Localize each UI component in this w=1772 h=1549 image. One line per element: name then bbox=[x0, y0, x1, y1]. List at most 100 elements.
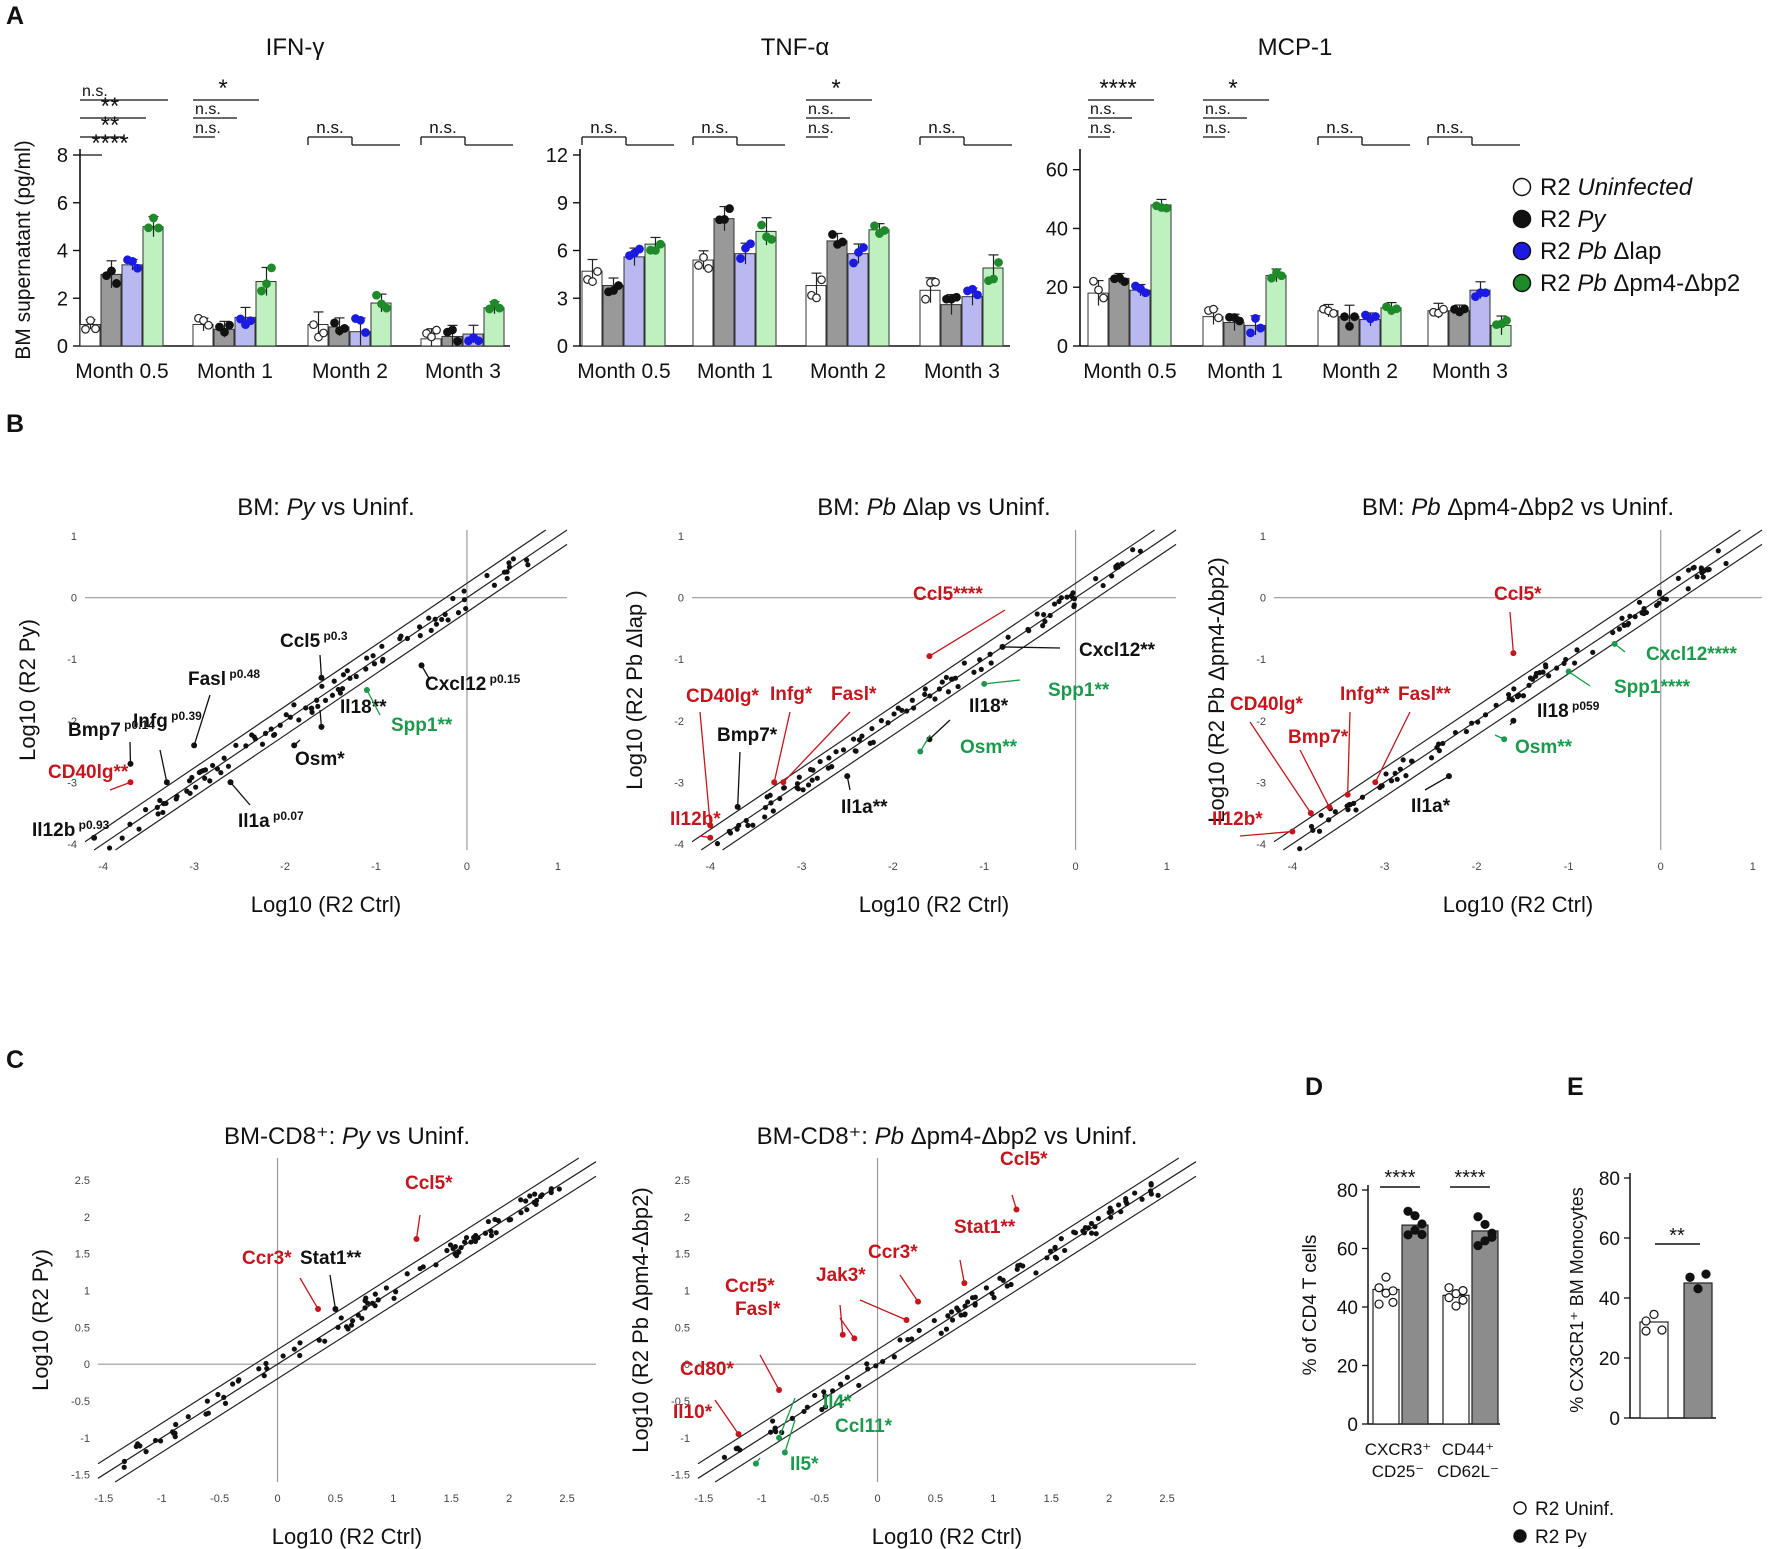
y-axis-label: BM supernatant (pg/ml) bbox=[12, 140, 35, 359]
data-point bbox=[743, 817, 749, 824]
data-point bbox=[1251, 314, 1260, 323]
data-point bbox=[840, 747, 847, 753]
label-arrow bbox=[415, 1214, 421, 1240]
label-arrow bbox=[928, 719, 951, 740]
x-tick-label: -3 bbox=[189, 861, 199, 873]
gene-label: Stat1** bbox=[954, 1217, 1016, 1238]
panel-letter-E: E bbox=[1567, 1073, 1584, 1101]
sig-label: n.s. bbox=[316, 118, 343, 137]
data-point bbox=[344, 668, 350, 674]
gene-label: Cxcl12**** bbox=[1646, 644, 1737, 665]
panel-letter-A: A bbox=[6, 2, 24, 30]
data-point bbox=[757, 220, 766, 230]
data-point bbox=[1095, 1215, 1102, 1222]
data-point bbox=[339, 685, 346, 692]
data-point bbox=[1107, 1205, 1113, 1211]
x-tick-label: -4 bbox=[98, 861, 108, 873]
data-point bbox=[1147, 1188, 1154, 1194]
data-point bbox=[283, 712, 289, 718]
data-point bbox=[347, 675, 353, 681]
gene-label: Il5* bbox=[790, 1454, 819, 1475]
p-value: p0.14 bbox=[121, 718, 155, 732]
data-point bbox=[870, 739, 876, 745]
data-point bbox=[1553, 665, 1560, 671]
data-point bbox=[185, 1414, 191, 1420]
data-point bbox=[427, 332, 436, 342]
data-point bbox=[198, 768, 204, 775]
label-arrow bbox=[1424, 775, 1450, 791]
fold-line bbox=[1273, 529, 1741, 843]
data-point bbox=[433, 1262, 439, 1268]
label-arrow bbox=[366, 689, 381, 716]
data-point bbox=[939, 679, 945, 685]
data-point bbox=[315, 703, 321, 709]
legend-label: R2 Py bbox=[1540, 206, 1607, 233]
data-point bbox=[1350, 312, 1359, 322]
label-arrow bbox=[1239, 830, 1293, 837]
data-point bbox=[214, 766, 220, 772]
data-point bbox=[340, 672, 347, 678]
x-tick-label: Month 1 bbox=[197, 360, 273, 383]
x-tick-label: 2 bbox=[506, 1493, 512, 1505]
data-point bbox=[236, 314, 245, 324]
data-point bbox=[319, 683, 325, 689]
data-point bbox=[81, 324, 90, 334]
data-point bbox=[257, 286, 266, 296]
label-arrow bbox=[714, 1399, 740, 1435]
data-point bbox=[1675, 575, 1681, 581]
data-point bbox=[362, 1305, 368, 1311]
data-point bbox=[488, 1232, 495, 1239]
data-point bbox=[1439, 304, 1448, 314]
title-part: Pb bbox=[875, 1123, 904, 1150]
gene-label: Il18 p059 bbox=[1537, 699, 1600, 722]
data-point bbox=[968, 284, 977, 294]
data-point bbox=[1318, 812, 1324, 818]
y-tick-label: 20 bbox=[1046, 277, 1068, 299]
data-point bbox=[1403, 1206, 1413, 1216]
x-tick-label: Month 1 bbox=[1207, 360, 1283, 383]
data-point bbox=[314, 697, 320, 703]
data-point bbox=[291, 1346, 297, 1352]
data-point bbox=[527, 1193, 533, 1199]
data-point bbox=[989, 1290, 995, 1296]
data-point bbox=[1058, 1236, 1064, 1242]
data-point bbox=[1000, 1277, 1006, 1283]
legend-marker bbox=[1513, 1529, 1527, 1543]
data-point bbox=[878, 718, 885, 724]
gene-label: Fasl* bbox=[831, 684, 877, 705]
data-point bbox=[331, 678, 337, 684]
data-point bbox=[533, 1197, 540, 1204]
data-point bbox=[246, 316, 255, 326]
y-tick-label: 0 bbox=[57, 336, 68, 358]
p-value: p0.48 bbox=[226, 667, 260, 681]
data-point bbox=[335, 1324, 341, 1330]
y-tick-label: -3 bbox=[1256, 777, 1266, 789]
data-point bbox=[233, 742, 239, 748]
data-point bbox=[1685, 567, 1692, 573]
data-point bbox=[348, 1322, 355, 1328]
data-point bbox=[174, 793, 180, 799]
data-point bbox=[121, 1464, 127, 1470]
data-point bbox=[1378, 783, 1384, 789]
data-point bbox=[1081, 1230, 1087, 1236]
y-tick-label: 3 bbox=[557, 288, 568, 310]
x-tick-label: 1.5 bbox=[1044, 1493, 1059, 1505]
fold-line bbox=[93, 529, 568, 851]
x-tick-label: CD62L⁻ bbox=[1437, 1462, 1499, 1481]
data-point bbox=[949, 1317, 956, 1323]
data-point bbox=[518, 1210, 524, 1216]
y-axis-title: Log10 (R2 Py) bbox=[15, 619, 40, 761]
label-arrow bbox=[839, 1317, 855, 1339]
data-point bbox=[593, 267, 602, 276]
data-point bbox=[635, 244, 644, 254]
data-point bbox=[518, 1197, 524, 1203]
data-point bbox=[962, 1312, 968, 1318]
data-point bbox=[488, 1228, 494, 1234]
bar bbox=[1683, 1282, 1713, 1419]
bar bbox=[692, 259, 714, 347]
data-point bbox=[136, 826, 142, 832]
bar bbox=[734, 253, 756, 347]
gene-label: Fasl* bbox=[735, 1299, 781, 1320]
x-tick-label: 0.5 bbox=[928, 1493, 943, 1505]
x-tick-label: Month 0.5 bbox=[577, 360, 670, 383]
